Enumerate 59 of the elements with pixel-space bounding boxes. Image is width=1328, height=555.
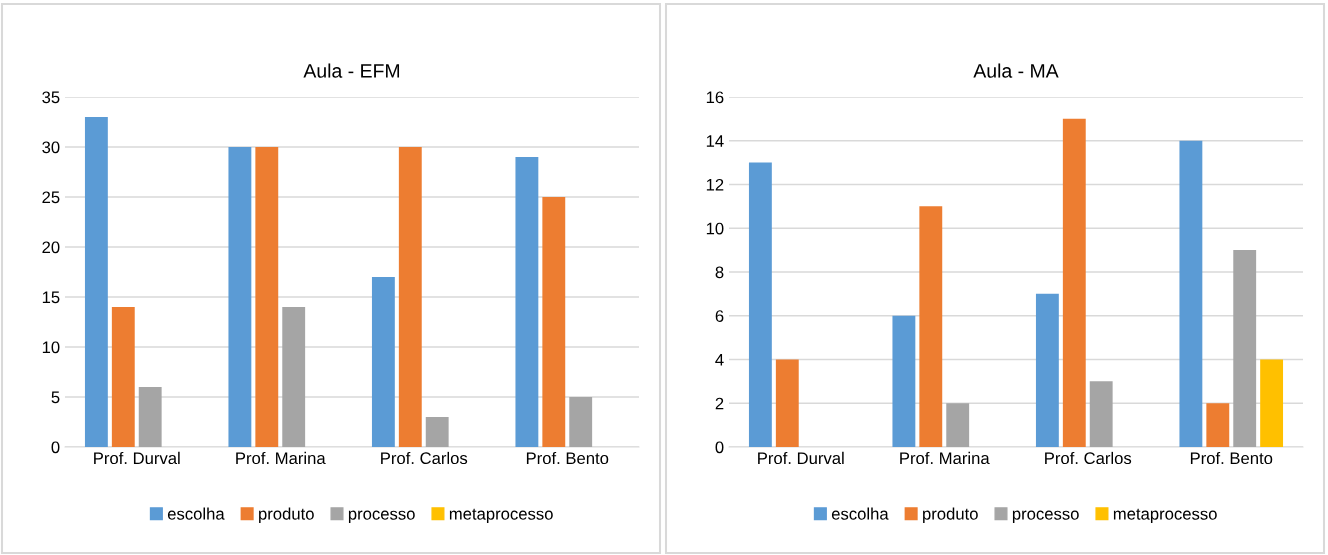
x-tick-label: Prof. Carlos	[381, 451, 468, 465]
y-tick-label: 6	[715, 310, 724, 322]
y-tick-label: 35	[42, 91, 60, 104]
bar	[515, 157, 539, 447]
legend-label: processo	[348, 510, 415, 524]
x-tick-label: Prof. Bento	[1190, 451, 1273, 465]
bar	[1260, 359, 1284, 447]
bar	[111, 307, 135, 447]
bar	[398, 147, 422, 447]
x-tick-label: Prof. Durval	[94, 451, 180, 465]
bar	[1206, 403, 1230, 447]
bar	[748, 162, 772, 447]
x-tick-label: Prof. Carlos	[1045, 451, 1132, 465]
y-tick-label: 0	[51, 441, 60, 454]
bar	[542, 197, 566, 447]
bar	[425, 417, 449, 447]
x-tick-label: Prof. Marina	[236, 451, 326, 465]
legend-label: metaprocesso	[449, 508, 553, 524]
y-tick-label: 10	[706, 222, 724, 235]
legend-label: escolha	[167, 507, 225, 520]
legend-label: escolha	[831, 507, 889, 520]
y-tick-label: 30	[42, 141, 60, 154]
bar	[1233, 250, 1257, 447]
y-tick-label: 16	[706, 91, 724, 104]
x-tick-label: Prof. Durval	[758, 451, 844, 465]
bar	[919, 206, 943, 447]
y-tick-label: 0	[715, 441, 724, 454]
legend-label: metaprocesso	[1113, 508, 1217, 524]
y-tick-label: 20	[42, 241, 60, 254]
bar	[569, 397, 593, 447]
bar	[1035, 293, 1059, 447]
y-tick-label: 12	[706, 178, 724, 191]
bar	[1089, 381, 1113, 447]
y-tick-label: 25	[42, 191, 60, 204]
bar	[892, 315, 916, 447]
legend-label: produto	[259, 507, 314, 524]
legend-label: produto	[923, 507, 978, 524]
x-tick-label: Prof. Bento	[526, 451, 609, 465]
bar	[1062, 118, 1086, 447]
bar	[775, 359, 799, 447]
bar	[84, 117, 108, 447]
y-tick-label: 4	[715, 354, 724, 366]
chart-title: Aula - EFM	[303, 63, 400, 78]
bar	[282, 307, 306, 447]
y-tick-label: 5	[51, 391, 60, 404]
y-tick-label: 15	[42, 291, 60, 304]
bar	[255, 147, 279, 447]
bar	[371, 277, 395, 447]
bar	[946, 403, 970, 447]
chart-title: Aula - MA	[973, 63, 1059, 78]
y-tick-label: 10	[42, 341, 60, 354]
bar	[138, 387, 162, 447]
x-tick-label: Prof. Marina	[900, 451, 990, 465]
y-tick-label: 2	[715, 397, 724, 410]
bar	[1179, 140, 1203, 447]
y-tick-label: 14	[706, 135, 724, 147]
legend-label: processo	[1012, 510, 1079, 524]
y-tick-label: 8	[715, 266, 724, 279]
bar	[228, 147, 252, 447]
